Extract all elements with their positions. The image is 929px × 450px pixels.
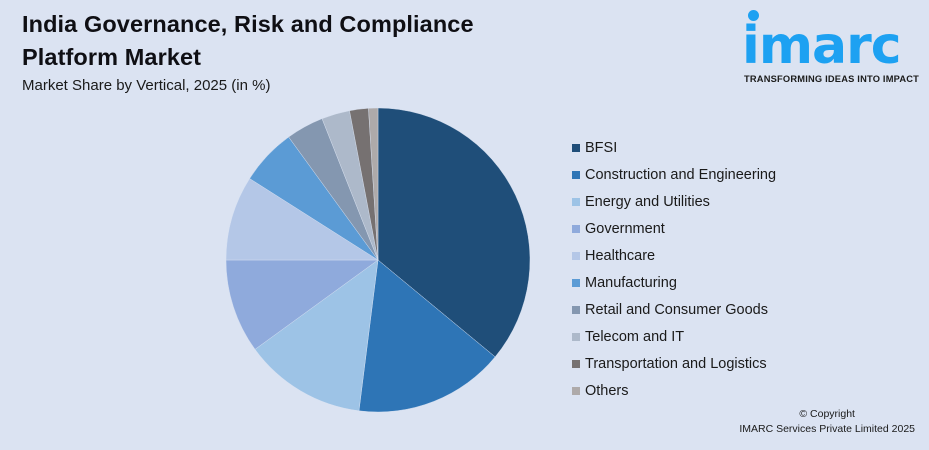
imarc-logo: imarc TRANSFORMING IDEAS INTO IMPACT bbox=[738, 6, 923, 86]
legend-swatch bbox=[572, 251, 580, 260]
legend-swatch bbox=[572, 278, 580, 287]
pie-slice-healthcare bbox=[225, 178, 379, 261]
legend-swatch bbox=[572, 197, 580, 206]
legend-label: BFSI bbox=[585, 139, 618, 156]
legend-swatch bbox=[572, 170, 580, 179]
legend-item: Manufacturing bbox=[572, 269, 776, 296]
legend-label: Transportation and Logistics bbox=[585, 355, 767, 372]
legend-item: Others bbox=[572, 377, 776, 404]
copyright-line-2: IMARC Services Private Limited 2025 bbox=[739, 423, 915, 435]
logo-tagline: TRANSFORMING IDEAS INTO IMPACT bbox=[744, 74, 920, 84]
logo-dot-icon bbox=[748, 10, 759, 21]
copyright-notice: © Copyright IMARC Services Private Limit… bbox=[739, 407, 915, 437]
legend-swatch bbox=[572, 332, 580, 341]
logo-wordmark: imarc bbox=[742, 16, 902, 76]
legend-label: Energy and Utilities bbox=[585, 193, 710, 210]
legend-label: Government bbox=[585, 220, 665, 237]
legend-item: Transportation and Logistics bbox=[572, 350, 776, 377]
legend-swatch bbox=[572, 305, 580, 314]
legend-item: Government bbox=[572, 215, 776, 242]
legend-label: Healthcare bbox=[585, 247, 656, 264]
legend-item: Telecom and IT bbox=[572, 323, 776, 350]
legend-item: BFSI bbox=[572, 134, 776, 161]
chart-legend: BFSI Construction and Engineering Energy a… bbox=[572, 134, 776, 404]
legend-label: Construction and Engineering bbox=[585, 166, 777, 183]
legend-swatch bbox=[572, 224, 580, 233]
copyright-line-1: © Copyright bbox=[799, 408, 855, 420]
legend-item: Energy and Utilities bbox=[572, 188, 776, 215]
legend-item: Healthcare bbox=[572, 242, 776, 269]
pie-slices bbox=[225, 107, 531, 413]
legend-swatch bbox=[572, 359, 580, 368]
pie-slice-government bbox=[225, 259, 379, 350]
legend-item: Construction and Engineering bbox=[572, 161, 776, 188]
pie-slice-construction-and-engineering bbox=[358, 259, 496, 413]
legend-swatch bbox=[572, 386, 580, 395]
legend-label: Retail and Consumer Goods bbox=[585, 301, 768, 318]
legend-label: Manufacturing bbox=[585, 274, 677, 291]
chart-subtitle: Market Share by Vertical, 2025 (in %) bbox=[22, 77, 271, 94]
chart-title: India Governance, Risk and Compliance Pl… bbox=[22, 11, 474, 70]
pie-slice-energy-and-utilities bbox=[254, 259, 379, 412]
legend-label: Others bbox=[585, 382, 629, 399]
legend-swatch bbox=[572, 143, 580, 152]
legend-label: Telecom and IT bbox=[585, 328, 685, 345]
pie-slice-bfsi bbox=[377, 107, 531, 358]
legend-item: Retail and Consumer Goods bbox=[572, 296, 776, 323]
pie-slice-others bbox=[368, 107, 379, 261]
